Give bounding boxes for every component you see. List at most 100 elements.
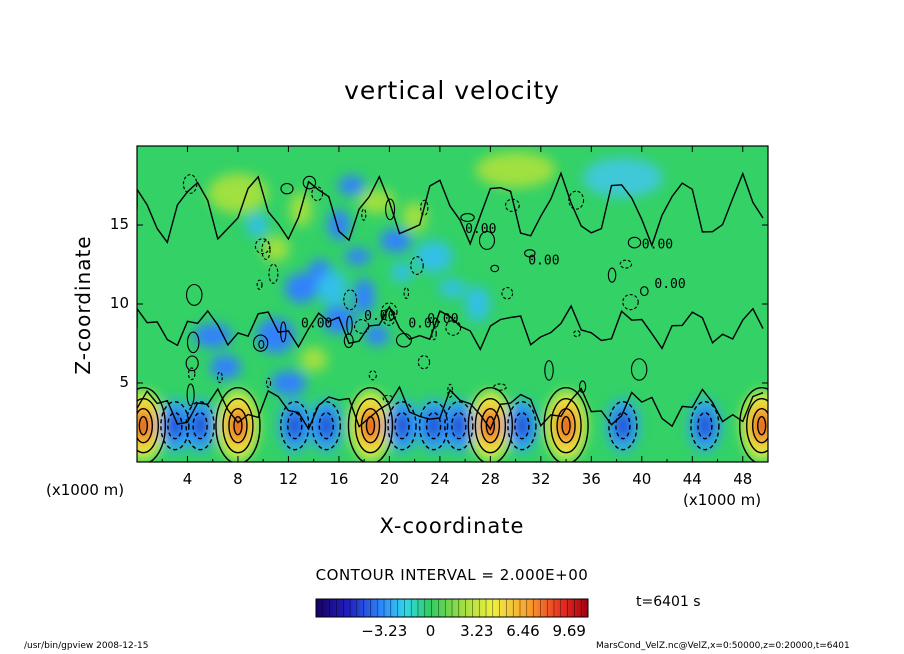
turbulence-contour [640, 286, 649, 297]
updraft-contour [480, 407, 501, 444]
updraft-contour [543, 386, 589, 462]
turbulence-patch [414, 240, 453, 273]
zero-contour [137, 171, 764, 248]
downdraft-contour [387, 400, 417, 451]
turbulence-contour [280, 321, 287, 343]
updraft-contour [474, 397, 507, 454]
downdraft-contour [451, 411, 467, 440]
upper-warm-patch [475, 151, 556, 188]
updraft-contour [215, 386, 261, 462]
downdraft-core [318, 411, 335, 440]
downdraft-core [425, 411, 442, 440]
time-label: t=6401 s [636, 594, 701, 610]
turbulence-contour [368, 370, 377, 381]
upper-cool-patch [582, 157, 663, 198]
chart-title: vertical velocity [344, 76, 560, 105]
x-tick-label: 8 [233, 470, 243, 488]
updraft-contour [137, 386, 167, 462]
turbulence-contour [395, 332, 412, 348]
x-tick-label: 36 [581, 470, 601, 488]
downdraft-core [450, 411, 467, 440]
turbulence-patch [246, 213, 268, 237]
downdraft-contour [394, 411, 410, 440]
downdraft-contour [697, 411, 713, 440]
turbulence-contour [493, 383, 507, 391]
contour-label: 0.00 [427, 312, 458, 327]
downdraft-contour [160, 400, 190, 451]
turbulence-contour [353, 319, 370, 334]
updraft-contour [561, 415, 571, 436]
turbulence-contour [490, 264, 500, 273]
contour-label: 0.00 [301, 317, 332, 332]
updraft-contour [467, 386, 514, 462]
turbulence-contour [186, 383, 195, 407]
updraft-contour [756, 415, 767, 436]
colorbar-tick-label: 3.23 [460, 622, 494, 640]
footer-right: MarsCond_VelZ.nc@VelZ,x=0:50000,z=0:2000… [596, 641, 850, 651]
downdraft-core [394, 411, 411, 440]
turbulence-contour [501, 286, 514, 300]
downdraft-contour [615, 411, 631, 440]
x-tick-label: 48 [733, 470, 753, 488]
x-tick-label: 12 [278, 470, 298, 488]
x-tick-label: 4 [182, 470, 193, 488]
turbulence-contour [403, 287, 410, 300]
footer-left: /usr/bin/gpview 2008-12-15 [24, 641, 149, 651]
turbulence-contour [410, 256, 424, 275]
x-unit-label-right: (x1000 m) [683, 491, 762, 509]
x-unit-label-left: (x1000 m) [46, 481, 125, 499]
turbulence-contour [216, 371, 223, 384]
turbulence-contour [607, 267, 617, 283]
x-tick-label: 24 [430, 470, 450, 488]
turbulence-patch [338, 175, 365, 196]
x-tick-label: 28 [480, 470, 500, 488]
downdraft-contour [311, 400, 341, 451]
downdraft-contour [280, 400, 310, 451]
turbulence-contour [622, 293, 639, 311]
updraft-contour [347, 386, 394, 462]
turbulence-contour [445, 319, 462, 336]
colorbar-tick-label: −3.23 [361, 622, 408, 640]
downdraft-contour [167, 411, 183, 440]
turbulence-patch [193, 323, 233, 348]
contour-label: 0.00 [408, 317, 439, 332]
downdraft-contour [690, 400, 720, 451]
turbulence-contour [187, 367, 196, 381]
turbulence-patch [299, 346, 328, 372]
downdraft-core [614, 411, 631, 440]
turbulence-contour [302, 175, 317, 190]
turbulence-contour [361, 208, 367, 221]
contour-label: 0.00 [364, 309, 395, 324]
turbulence-contour [343, 289, 358, 311]
turbulence-contour [254, 238, 271, 255]
updraft-contour [228, 407, 248, 444]
turbulence-contour [420, 199, 429, 216]
turbulence-contour [504, 198, 520, 213]
turbulence-contour [619, 259, 633, 269]
turbulence-patch [209, 355, 241, 380]
turbulence-patch [344, 248, 371, 265]
turbulence-contour [380, 302, 398, 322]
x-tick-label: 40 [632, 470, 652, 488]
turbulence-contour [627, 236, 642, 249]
zero-contour [137, 385, 764, 431]
downdraft-contour [514, 411, 530, 440]
turbulence-patch [380, 229, 412, 253]
downdraft-contour [287, 411, 303, 440]
turbulence-contour [280, 182, 294, 195]
downdraft-core [513, 411, 530, 440]
colorbar-tick-label: 0 [425, 622, 436, 640]
downdraft-contour [507, 400, 537, 451]
y-tick-label: 5 [119, 373, 129, 391]
downdraft-core [286, 411, 303, 440]
colorbar-tick-label: 6.46 [506, 622, 540, 640]
y-axis-label: Z-coordinate [71, 235, 95, 375]
turbulence-contour [573, 330, 581, 338]
turbulence-patch [327, 209, 350, 241]
contour-interval-text: CONTOUR INTERVAL = 2.000E+00 [315, 566, 589, 584]
downdraft-core [166, 411, 183, 440]
turbulence-contour [382, 394, 393, 403]
turbulence-contour [256, 279, 263, 290]
zero-contour [137, 304, 764, 351]
